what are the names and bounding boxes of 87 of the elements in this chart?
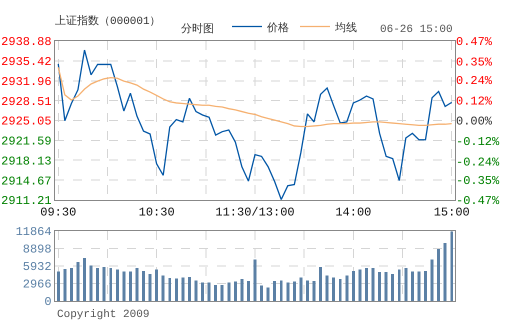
bar <box>122 272 126 301</box>
bar <box>312 280 316 301</box>
y-tick-label: 2914.67 <box>1 174 52 188</box>
bar <box>444 243 447 301</box>
y2-tick-label: 0.24% <box>456 74 493 88</box>
chart-title: 上证指数（000001） <box>55 14 161 28</box>
bar <box>365 268 368 301</box>
y2-tick-label: 0.00% <box>456 114 493 129</box>
bar <box>220 285 224 301</box>
legend-label: 均线 <box>334 20 357 35</box>
bar <box>201 282 204 301</box>
bar <box>76 262 80 301</box>
bar <box>83 258 86 301</box>
bar <box>345 276 348 301</box>
bar <box>378 272 382 301</box>
bar <box>306 280 309 301</box>
text: Copyright 2009 <box>57 309 150 321</box>
y-tick-label: 0 <box>44 295 52 310</box>
bar <box>266 287 270 301</box>
bar <box>148 274 152 301</box>
chart-subtitle: 分时图 <box>181 22 214 36</box>
bar <box>430 260 434 301</box>
bar <box>240 279 244 301</box>
bar <box>391 274 394 301</box>
bar <box>299 277 302 301</box>
bar <box>128 272 132 301</box>
bar <box>188 276 191 301</box>
bar <box>384 272 388 301</box>
bar <box>372 268 375 301</box>
x-tick-label: 14:00 <box>335 205 372 220</box>
bar <box>135 268 138 301</box>
bar <box>273 280 276 301</box>
text: 06-26 15:00 <box>380 24 453 36</box>
bar <box>63 269 66 301</box>
y-tick-label: 2928.51 <box>1 94 52 109</box>
y-tick-label: 2921.59 <box>1 134 52 149</box>
bar <box>319 266 322 301</box>
legend-label: 价格 <box>266 22 289 35</box>
bar <box>155 270 158 301</box>
x-tick-label: 11:30/13:00 <box>215 205 295 220</box>
x-tick-label: 10:30 <box>138 205 175 220</box>
bar <box>358 270 362 301</box>
y-tick-label: 2966 <box>22 278 52 292</box>
bar <box>260 286 264 301</box>
y-tick-label: 11864 <box>16 225 52 240</box>
line-series <box>58 49 452 200</box>
y2-tick-label: -0.24% <box>456 155 500 170</box>
bar <box>142 270 145 301</box>
y-tick-label: 2931.96 <box>1 74 52 89</box>
bar <box>90 266 93 301</box>
bar <box>292 282 296 301</box>
bar <box>332 277 336 301</box>
bar <box>404 268 408 301</box>
bar <box>246 280 250 301</box>
y-tick-label: 5932 <box>22 260 52 274</box>
bar <box>410 272 414 301</box>
bar <box>208 282 211 301</box>
bar <box>174 278 178 301</box>
bar <box>234 282 237 301</box>
y-tick-label: 2918.13 <box>1 154 52 168</box>
bar <box>214 285 218 301</box>
y2-tick-label: 0.12% <box>456 94 493 108</box>
bar <box>162 276 165 301</box>
y2-tick-label: -0.35% <box>456 174 500 188</box>
bar <box>352 270 355 301</box>
bar <box>96 268 100 301</box>
bar <box>56 272 60 301</box>
bar <box>437 249 440 301</box>
bar <box>286 282 290 301</box>
bar <box>227 282 230 301</box>
y-tick-label: 2925.05 <box>1 114 52 129</box>
bar <box>254 260 256 301</box>
y2-tick-label: 0.35% <box>456 56 493 70</box>
y-tick-label: 2938.88 <box>1 35 52 50</box>
y2-tick-label: 0.47% <box>456 35 493 50</box>
line-series <box>58 66 452 128</box>
y-tick-label: 2935.42 <box>1 55 52 70</box>
bar <box>424 270 427 301</box>
bar <box>181 277 184 301</box>
bar <box>102 266 106 301</box>
bar <box>326 276 329 301</box>
y2-tick-label: -0.12% <box>456 135 500 149</box>
bar <box>417 272 420 301</box>
bar <box>116 270 119 301</box>
y-tick-label: 8898 <box>22 242 52 257</box>
bar <box>70 268 73 301</box>
bar <box>194 280 198 301</box>
